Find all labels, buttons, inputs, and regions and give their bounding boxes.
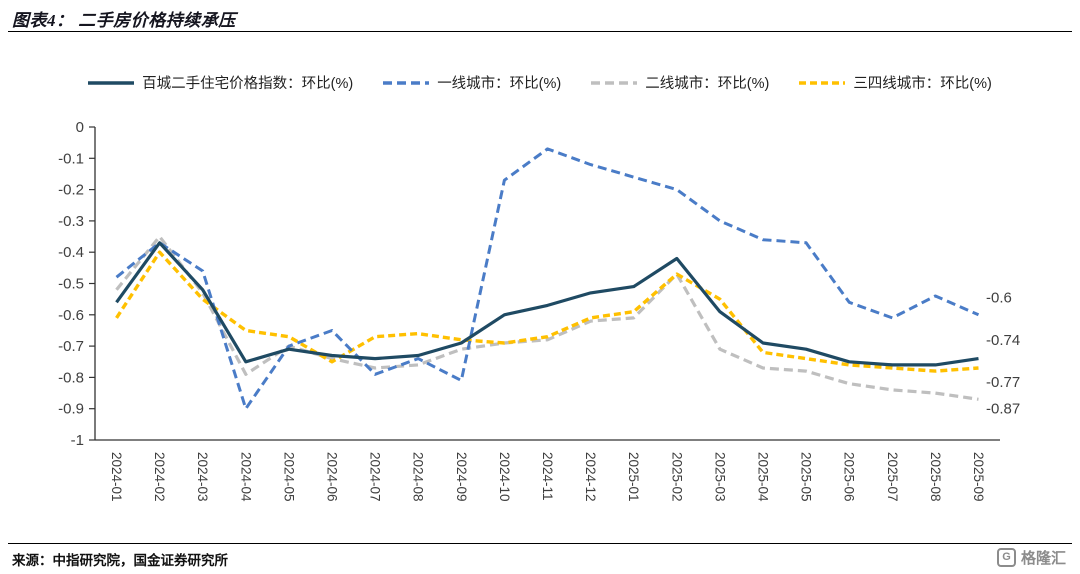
x-tick-label: 2024-04	[238, 452, 253, 502]
x-tick-label: 2024-05	[281, 452, 296, 502]
legend-line-swatch	[591, 80, 638, 85]
series-line-composite	[115, 241, 979, 367]
legend-label: 二线城市：环比(%)	[645, 76, 770, 92]
series-end-label-tier1: -0.6	[986, 290, 1012, 307]
y-tick-label: -0.1	[58, 150, 84, 167]
series-line-tier34	[115, 250, 979, 373]
x-tick-label: 2025-02	[669, 452, 684, 502]
series-line-tier1	[115, 147, 980, 411]
x-tick-label: 2025-03	[712, 452, 727, 502]
logo-text: 格隆汇	[1020, 550, 1066, 567]
y-tick-label: -0.5	[58, 276, 84, 293]
legend-label: 百城二手住宅价格指数：环比(%)	[142, 76, 354, 92]
x-tick-label: 2024-08	[411, 452, 426, 502]
chart-canvas: 0 -0.1 -0.2 -0.3 -0.4 -0.5 -0.6 -0.7 -0.8 -0.9 -1 2…	[58, 119, 1020, 502]
y-tick-label: -0.7	[58, 338, 84, 355]
legend-item-tier1: 一线城市：环比(%)	[383, 72, 561, 93]
y-tick-label: -0.4	[58, 244, 84, 261]
y-tick-label: -1	[71, 432, 84, 449]
series-end-label-composite: -0.74	[986, 332, 1020, 349]
source-note: 来源：中指研究院，国金证券研究所	[12, 553, 228, 568]
logo-letter: G	[1002, 551, 1011, 563]
x-tick-label: 2024-12	[583, 452, 598, 502]
footer-divider	[8, 543, 1072, 544]
x-tick-label: 2025-08	[928, 452, 943, 502]
series-end-label-tier34: -0.77	[986, 374, 1020, 391]
legend-item-composite: 百城二手住宅价格指数：环比(%)	[88, 72, 353, 93]
series-line-tier2	[115, 235, 979, 401]
x-tick-label: 2024-09	[454, 452, 469, 502]
legend-item-tier34: 三四线城市：环比(%)	[799, 72, 992, 93]
x-tick-label: 2024-07	[368, 452, 383, 502]
x-tick-label: 2024-02	[152, 452, 167, 502]
x-tick-label: 2024-06	[325, 452, 340, 502]
series-end-label-tier2: -0.87	[986, 401, 1020, 418]
title-divider	[8, 31, 1072, 32]
y-tick-label: -0.3	[58, 213, 84, 230]
y-tick-label: -0.8	[58, 369, 84, 386]
gelonghui-logo-icon: G	[996, 548, 1016, 567]
legend-line-swatch	[88, 80, 135, 85]
x-tick-label: 2024-03	[195, 452, 210, 502]
chart-legend: 百城二手住宅价格指数：环比(%) 一线城市：环比(%) 二线城市：环比(%) 三四线城…	[0, 72, 1080, 93]
gelonghui-logo: G 格隆汇	[996, 547, 1066, 568]
x-tick-label: 2025-06	[842, 452, 857, 502]
x-tick-label: 2025-05	[799, 452, 814, 502]
chart-title: 图表4： 二手房价格持续承压	[12, 11, 236, 30]
x-tick-label: 2024-01	[109, 452, 124, 502]
legend-line-swatch	[799, 80, 846, 85]
x-tick-label: 2025-07	[885, 452, 900, 502]
y-tick-label: 0	[76, 119, 84, 136]
legend-label: 一线城市：环比(%)	[437, 76, 562, 92]
legend-label: 三四线城市：环比(%)	[853, 76, 992, 92]
x-tick-label: 2025-01	[626, 452, 641, 502]
x-tick-label: 2025-09	[971, 452, 986, 502]
y-tick-label: -0.9	[58, 401, 84, 418]
x-tick-label: 2025-04	[755, 452, 770, 502]
y-tick-label: -0.6	[58, 307, 84, 324]
y-tick-label: -0.2	[58, 182, 84, 199]
legend-item-tier2: 二线城市：环比(%)	[591, 72, 769, 93]
legend-line-swatch	[383, 80, 430, 85]
x-tick-label: 2024-10	[497, 452, 512, 502]
chart-area: 0 -0.1 -0.2 -0.3 -0.4 -0.5 -0.6 -0.7 -0.8 -0.9 -1 2…	[0, 98, 1080, 530]
x-tick-label: 2024-11	[540, 452, 555, 501]
